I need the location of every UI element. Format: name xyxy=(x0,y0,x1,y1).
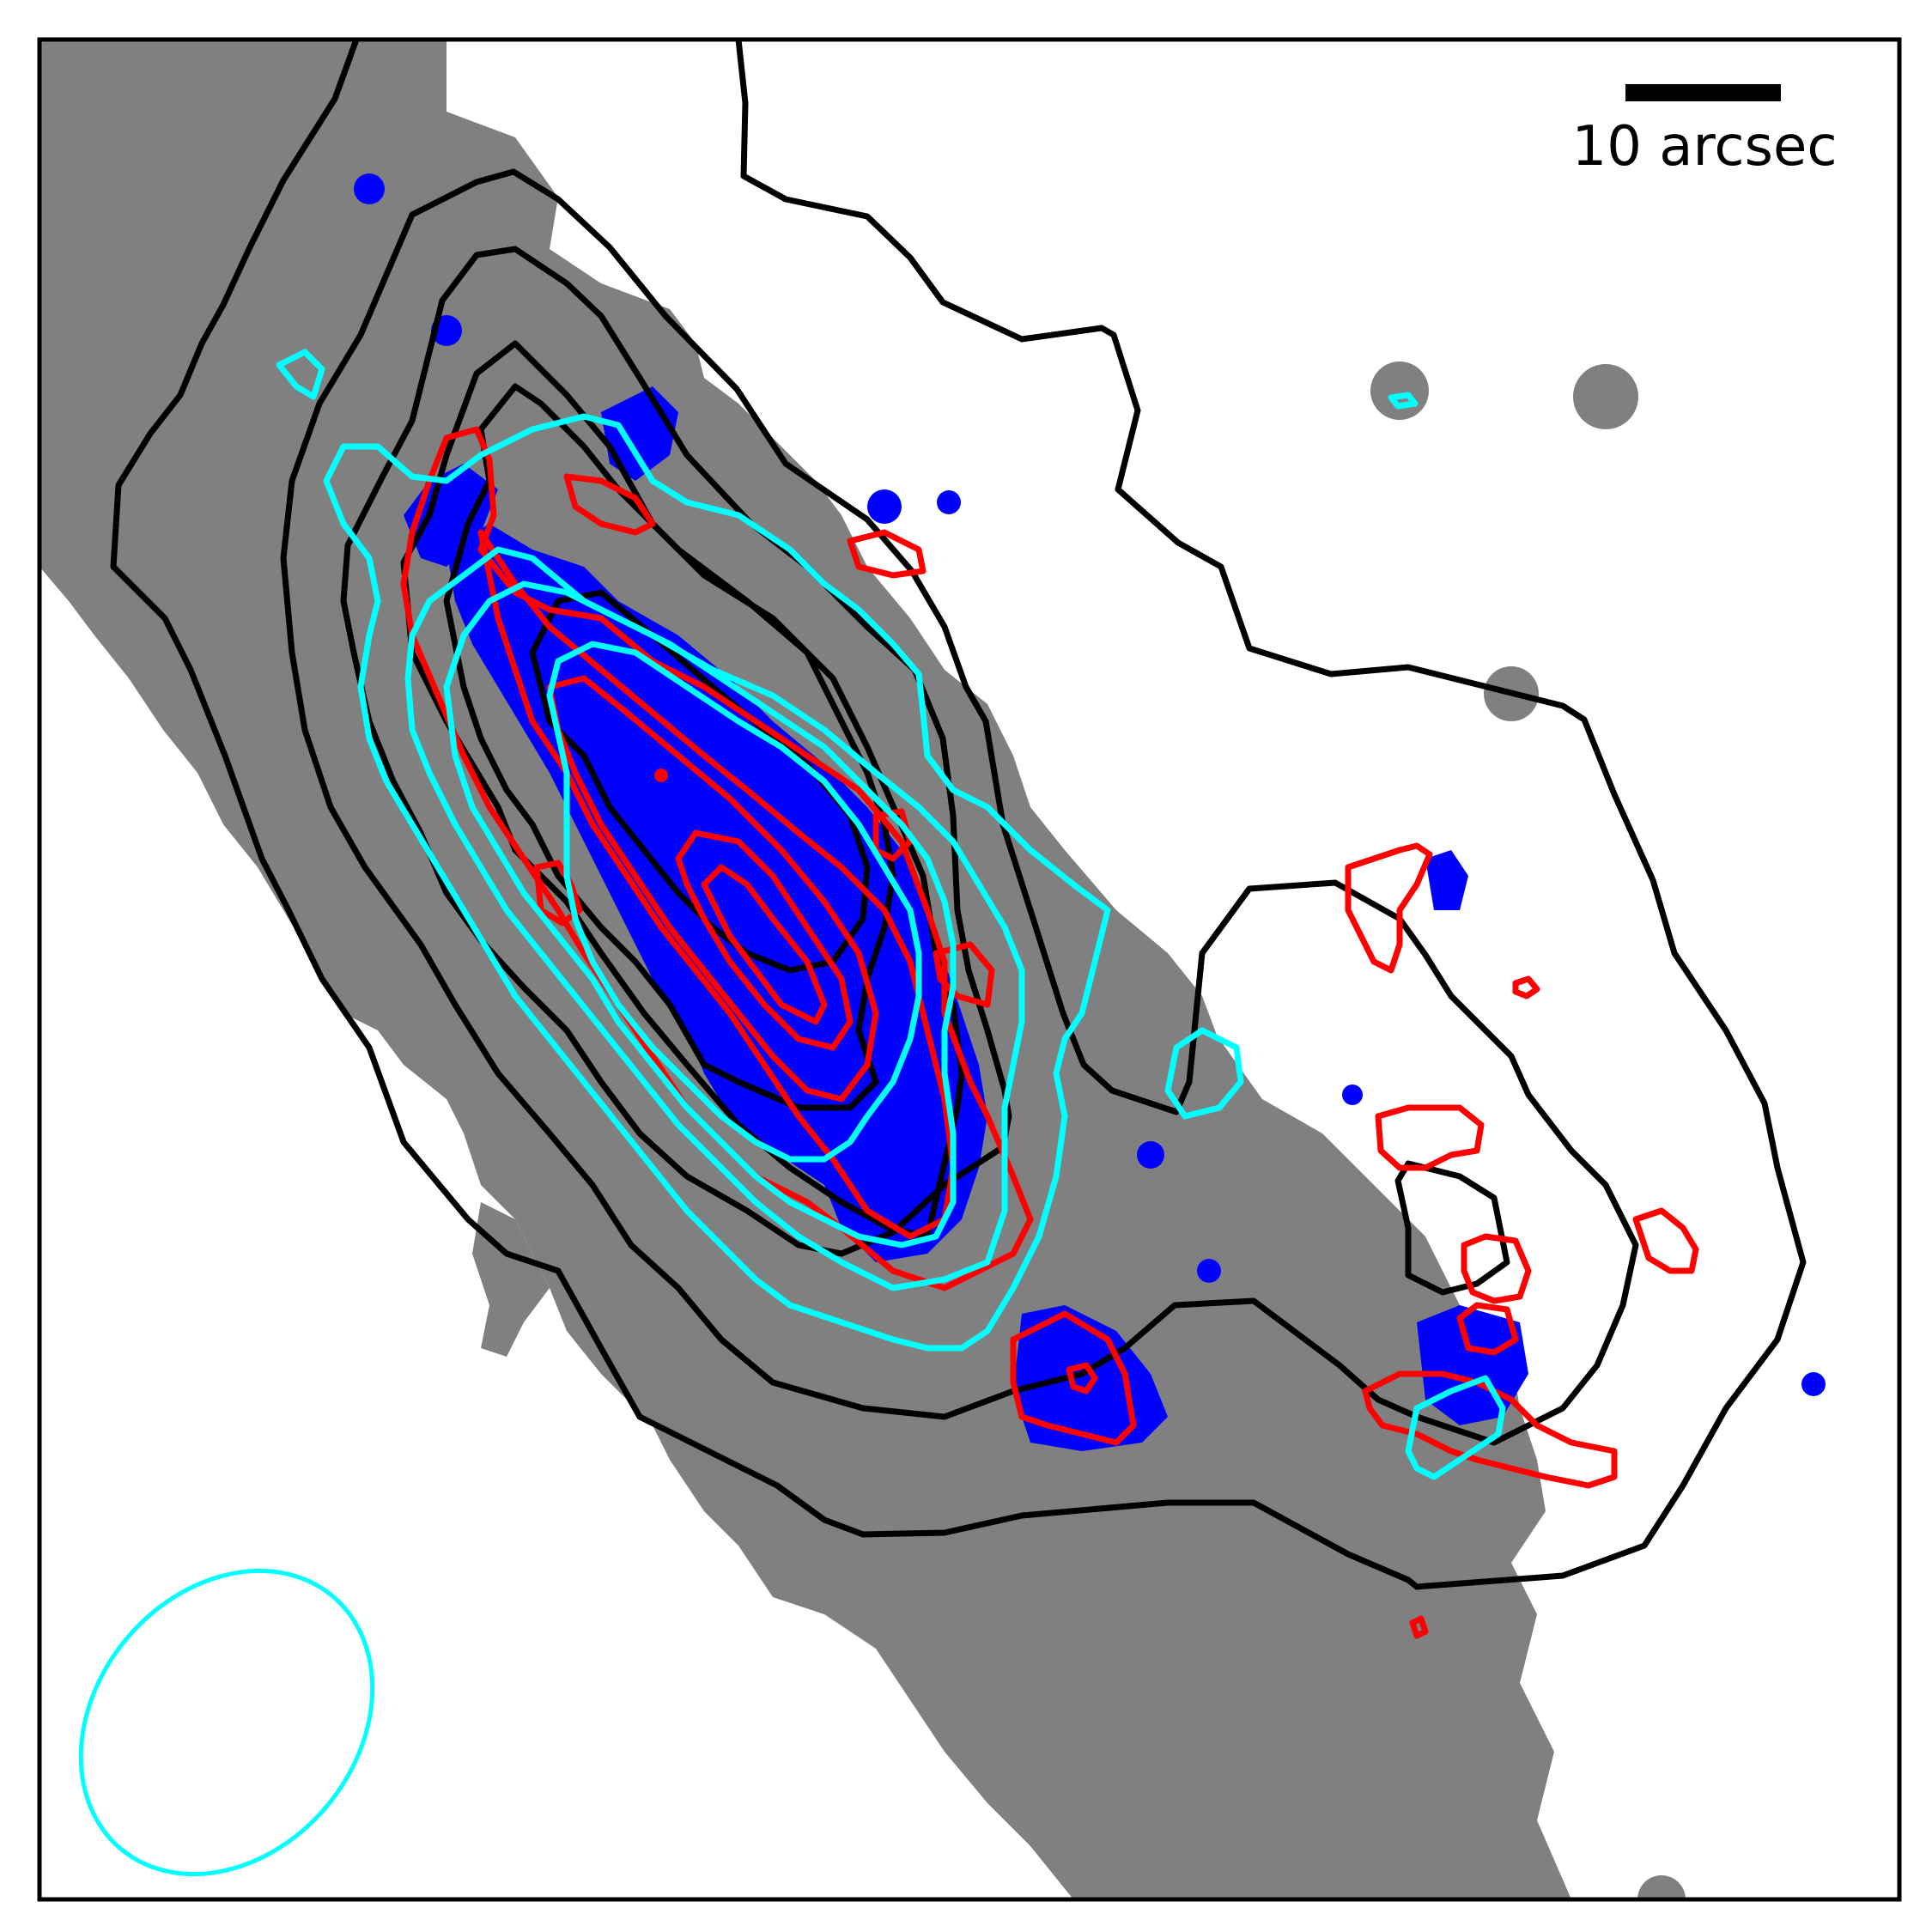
red-contours xyxy=(400,426,1699,1639)
blue-speck-7 xyxy=(1197,1259,1221,1283)
cyan-contour-outer xyxy=(323,413,1111,1352)
red-contour-south-dot xyxy=(1409,1615,1429,1639)
red-contour-east-6 xyxy=(1456,1302,1519,1356)
red-contour-4 xyxy=(675,829,854,1051)
cyan-contour-se-blob xyxy=(1405,1375,1506,1480)
scale-bar-label: 10 arcsec xyxy=(1572,115,1838,179)
red-contour-outer xyxy=(400,426,1034,1291)
blue-speck-5 xyxy=(1801,1372,1826,1396)
red-contour-northeast xyxy=(847,529,927,579)
cyan-contours xyxy=(276,349,1506,1480)
gray-blob-2 xyxy=(1573,364,1638,429)
cyan-contour-3 xyxy=(443,580,957,1249)
red-contour-knot-outer xyxy=(1010,1310,1137,1446)
cyan-contour-nw-blob xyxy=(276,349,325,400)
red-contour-3 xyxy=(546,675,879,1103)
red-contour-2 xyxy=(477,529,957,1240)
blue-speck-6 xyxy=(1137,1141,1164,1169)
red-contour-east-3 xyxy=(1461,1233,1532,1304)
black-contour-level-1 xyxy=(110,39,1807,1590)
red-contour-right-loop xyxy=(933,941,995,1008)
red-contour-mid-knot xyxy=(872,808,914,862)
red-contour-peak xyxy=(654,769,668,782)
blue-emission-east-2 xyxy=(1425,850,1468,910)
blue-speck-1 xyxy=(354,173,385,204)
blue-emission-core xyxy=(447,524,987,1262)
blue-speck-3 xyxy=(937,490,961,514)
blue-speck-8 xyxy=(1342,1084,1363,1105)
red-contour-east-dot xyxy=(1512,975,1540,999)
red-contour-knot-inner xyxy=(1066,1362,1098,1394)
cyan-contour-ne-dot xyxy=(1388,392,1419,410)
black-contour-east-inner xyxy=(1394,1160,1510,1296)
beam-ellipse xyxy=(78,1568,375,1877)
red-contour-east-1 xyxy=(1345,842,1433,974)
red-contour-east-4 xyxy=(1632,1207,1699,1274)
scale-bar xyxy=(1625,84,1781,101)
cyan-contour-4 xyxy=(546,641,922,1163)
black-contour-level-2 xyxy=(280,168,1639,1446)
black-contour-level-5 xyxy=(443,383,896,1111)
plot-frame xyxy=(37,37,1902,1902)
cyan-contour-east-blob xyxy=(1164,1027,1244,1120)
red-contour-east-2 xyxy=(1375,1104,1485,1171)
red-contour-north-knot xyxy=(563,473,656,536)
gray-blob-4 xyxy=(1637,1875,1686,1899)
gray-emission-east-patch xyxy=(1099,987,1494,1374)
blue-speck-2 xyxy=(867,489,902,524)
gray-blob-1 xyxy=(1370,361,1429,420)
red-contour-5 xyxy=(701,864,828,1025)
